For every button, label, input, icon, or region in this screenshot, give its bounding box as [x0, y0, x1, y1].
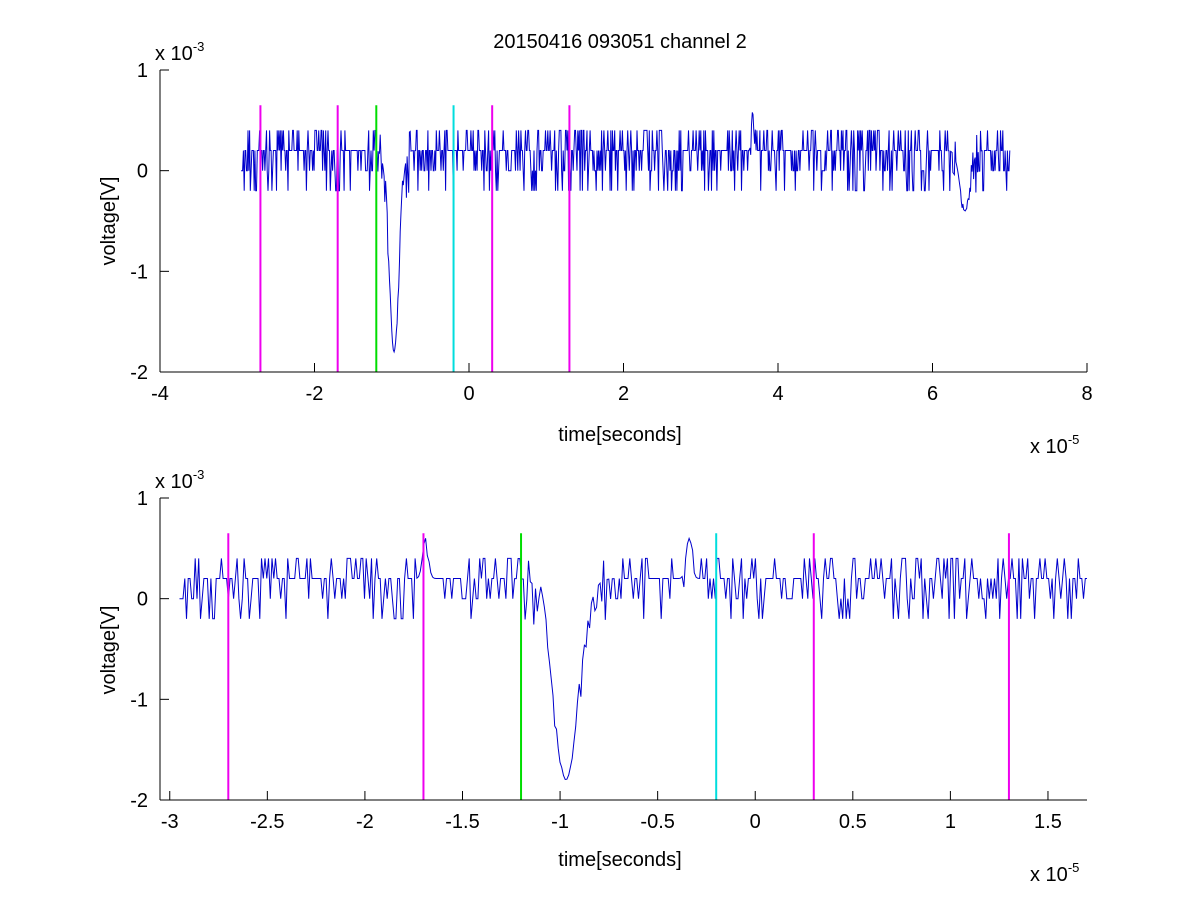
x-tick-label: -2	[356, 811, 374, 833]
x-tick-label: -1.5	[445, 811, 479, 833]
plot-top-x-exponent-power: -5	[1068, 432, 1080, 447]
plot-bottom-xlabel: time[seconds]	[558, 849, 681, 871]
plot-bottom-x-exponent-base: x 10	[1030, 864, 1068, 886]
plot-bottom-x-exponent: x 10-5	[1030, 860, 1079, 886]
plot-bottom-axes	[159, 497, 1087, 801]
x-tick-label: -1	[551, 811, 569, 833]
signal-trace	[241, 112, 1011, 354]
plot-bottom-x-exponent-power: -5	[1068, 860, 1080, 875]
figure-title: 20150416 093051 channel 2	[493, 31, 747, 53]
y-tick-label: -1	[130, 689, 148, 711]
x-tick-label: 0	[463, 383, 474, 405]
x-tick-label: 1	[945, 811, 956, 833]
y-tick-label: 0	[137, 589, 148, 611]
x-tick-label: 1.5	[1034, 811, 1062, 833]
y-tick-label: -1	[130, 261, 148, 283]
x-tick-label: 8	[1081, 383, 1092, 405]
x-tick-label: 2	[618, 383, 629, 405]
plot-bottom-y-exponent-power: -3	[193, 467, 205, 482]
x-tick-label: -2.5	[250, 811, 284, 833]
plot-area	[160, 498, 1087, 800]
plot-bottom-y-exponent-base: x 10	[155, 471, 193, 493]
y-tick-label: -2	[130, 362, 148, 384]
plot-bottom-y-exponent: x 10-3	[155, 467, 204, 493]
x-tick-label: -3	[161, 811, 179, 833]
x-tick-label: 6	[927, 383, 938, 405]
plot-area	[160, 70, 1087, 372]
plot-top-axes	[159, 69, 1088, 373]
x-tick-label: 0	[750, 811, 761, 833]
plot-top-xlabel: time[seconds]	[558, 424, 681, 446]
plot-top: -4 -2 0 2 4 6 8-2-101 time[seconds] voltage[V]…	[98, 39, 1093, 458]
plot-bottom-markers	[227, 533, 1010, 800]
x-tick-label: -0.5	[640, 811, 674, 833]
plot-bottom-ticklabels: -3 -2.5 -2 -1.5 -1 -0.5 0 0.5 1 1.5 -2 -1 0 1	[130, 488, 1062, 833]
plot-bottom-signal	[179, 536, 1087, 781]
x-tick-label: -2	[306, 383, 324, 405]
y-tick-label: 0	[137, 161, 148, 183]
x-tick-label: 0.5	[839, 811, 867, 833]
x-tick-label: -4	[151, 383, 169, 405]
plot-top-signal	[241, 112, 1011, 354]
plot-top-y-exponent-power: -3	[193, 39, 205, 54]
plot-top-y-exponent-base: x 10	[155, 43, 193, 65]
plot-top-x-exponent-base: x 10	[1030, 436, 1068, 458]
signal-trace	[179, 536, 1087, 781]
plot-top-y-exponent: x 10-3	[155, 39, 204, 65]
plot-top-x-exponent: x 10-5	[1030, 432, 1079, 458]
y-tick-label: 1	[137, 60, 148, 82]
y-tick-label: 1	[137, 488, 148, 510]
plot-bottom: -3 -2.5 -2 -1.5 -1 -0.5 0 0.5 1 1.5 -2 -1 0 1 time[se…	[98, 467, 1087, 886]
x-tick-label: 4	[772, 383, 783, 405]
plot-top-ylabel: voltage[V]	[98, 177, 120, 266]
y-tick-label: -2	[130, 790, 148, 812]
plot-top-ticklabels: -4 -2 0 2 4 6 8-2-101	[130, 60, 1092, 405]
plot-bottom-ylabel: voltage[V]	[98, 606, 120, 695]
plot-top-markers	[259, 105, 571, 372]
